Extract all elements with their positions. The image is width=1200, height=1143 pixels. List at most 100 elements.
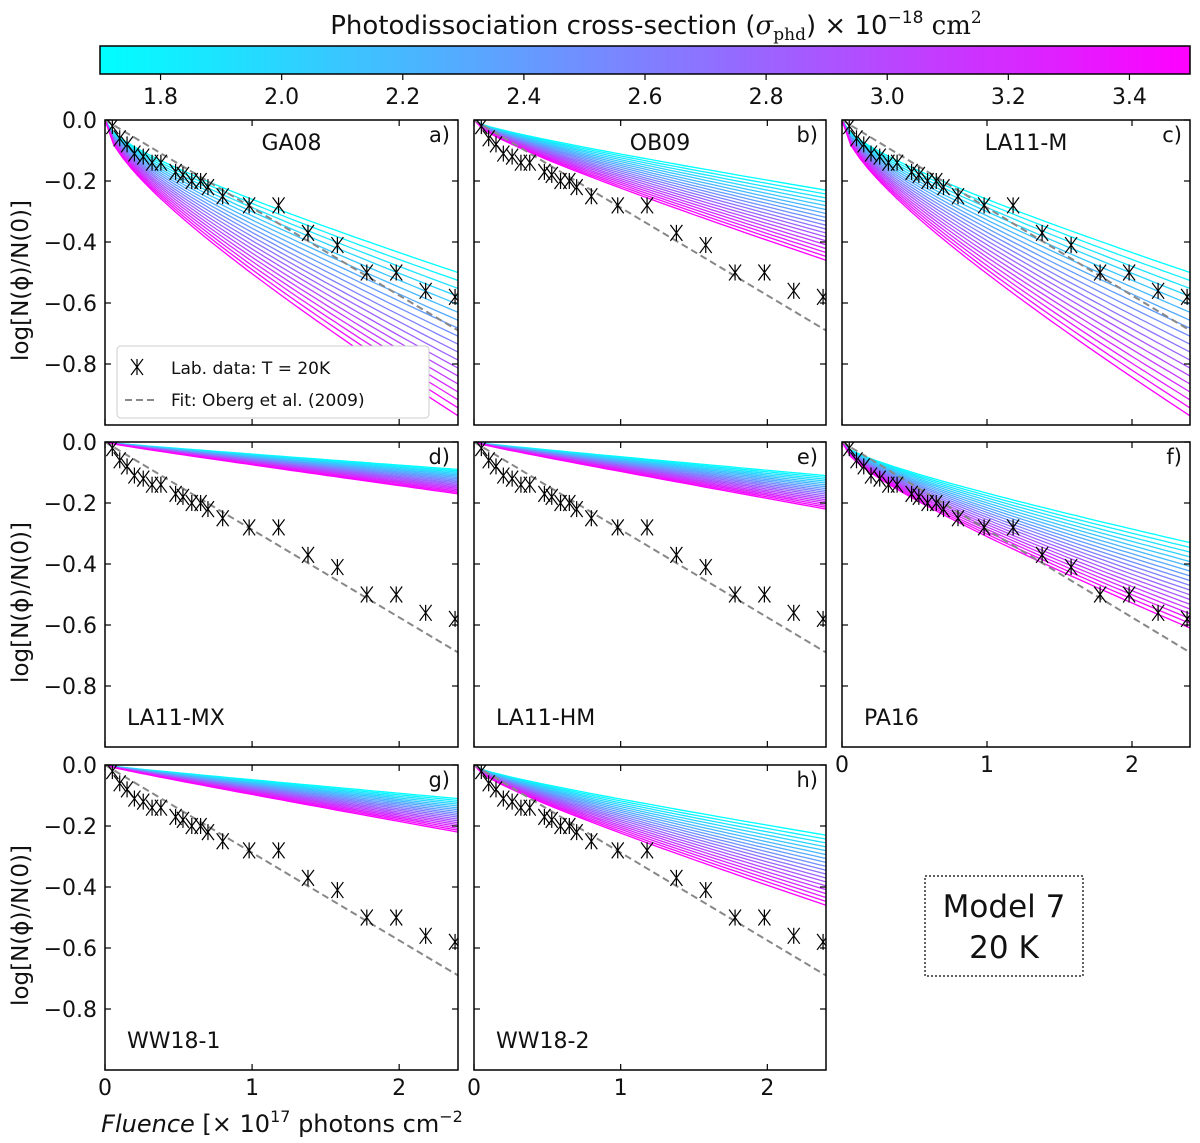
lab-data-point xyxy=(113,129,127,147)
panel-name: WW18-1 xyxy=(127,1029,220,1054)
lab-data-point xyxy=(136,793,150,810)
y-tick-label: −0.8 xyxy=(44,675,97,700)
panel-letter: e) xyxy=(797,445,818,469)
lab-data-point xyxy=(169,808,183,826)
lab-data-point xyxy=(201,500,215,518)
fit-line xyxy=(842,442,1190,654)
y-axis-label: log[N(ϕ)/N(0)] xyxy=(8,845,34,1006)
x-tick-label: 1 xyxy=(245,1076,259,1101)
lab-data-point xyxy=(937,178,950,196)
panel-ga08: 0.0 −0.2 −0.4 −0.6 −0.8 a) GA08 Lab. data: T = … xyxy=(44,109,459,426)
panel-frame xyxy=(841,119,1191,426)
x-tick-label: 2 xyxy=(392,1076,406,1101)
lab-data-point xyxy=(419,282,433,300)
legend-frame xyxy=(116,345,430,419)
legend-data-label: Lab. data: T = 20K xyxy=(171,359,331,379)
model-curve xyxy=(474,120,826,261)
fit-line xyxy=(474,442,826,654)
model-curve xyxy=(474,120,826,211)
colorbar-title-exponent: −18 xyxy=(888,8,924,28)
panel-letter: a) xyxy=(429,123,450,147)
colorbar-tick-label: 2.0 xyxy=(264,85,299,110)
model-curve xyxy=(842,120,1190,321)
colorbar xyxy=(99,45,1191,75)
lab-data-point xyxy=(505,793,519,810)
lab-data-point xyxy=(201,823,215,841)
lab-data-point xyxy=(127,467,141,484)
panel-name: LA11-MX xyxy=(127,706,225,731)
y-tick-label: 0.0 xyxy=(62,431,97,456)
model-curve xyxy=(842,442,1190,629)
x-tick-label: 0 xyxy=(467,1076,481,1101)
panel-plot-area xyxy=(474,120,826,332)
lab-data-point xyxy=(554,172,568,190)
model-curve xyxy=(842,442,1190,587)
colorbar-title-unit-exponent: 2 xyxy=(971,8,982,28)
model-curve xyxy=(474,120,826,234)
lab-data-point xyxy=(496,790,510,807)
lab-data-point xyxy=(611,842,625,859)
panel-plot-area xyxy=(474,442,826,654)
y-tick-label: −0.8 xyxy=(44,998,97,1023)
model-curve xyxy=(105,120,458,369)
model-curve xyxy=(474,120,826,215)
colorbar-tick-label: 2.4 xyxy=(506,85,541,110)
lab-data-point xyxy=(757,909,771,926)
lab-data-point xyxy=(1064,236,1078,254)
model-curve xyxy=(842,120,1190,417)
lab-data-point xyxy=(113,774,127,792)
y-axis-labels: log[N(ϕ)/N(0)] log[N(ϕ)/N(0)] log[N(ϕ)/N(0… xyxy=(8,200,34,1006)
model-curve xyxy=(105,442,458,495)
model-curve xyxy=(105,120,458,306)
model-curve xyxy=(842,442,1190,605)
model-curve xyxy=(842,442,1190,610)
model-curve xyxy=(474,120,826,242)
colorbar-tick-label: 2.6 xyxy=(628,85,663,110)
fit-line xyxy=(105,765,458,977)
lab-data-point xyxy=(699,558,713,576)
lab-data-point xyxy=(523,476,537,494)
colorbar-title-unit: cm xyxy=(923,11,970,41)
colorbar-title-subscript: phd xyxy=(773,25,806,45)
model-curve xyxy=(842,120,1190,393)
x-tick-label: 0 xyxy=(98,1076,112,1101)
lab-data-point xyxy=(584,187,598,205)
x-axis-label-exponent: 17 xyxy=(270,1107,290,1126)
model-curve xyxy=(474,765,826,840)
lab-data-point xyxy=(154,154,168,172)
panel-la11-mx: 0.0 −0.2 −0.4 −0.6 −0.8 d) LA11-MX xyxy=(44,431,459,748)
lab-data-point xyxy=(570,500,584,518)
model-curve xyxy=(842,442,1190,549)
model-box-line1: Model 7 xyxy=(943,889,1066,925)
model-curve xyxy=(474,120,826,203)
panel-la11-hm: e) LA11-HM xyxy=(473,441,827,748)
lab-data-point xyxy=(1035,546,1049,564)
lab-data-point xyxy=(360,264,374,281)
lab-data-point xyxy=(640,842,654,859)
model-curve xyxy=(842,120,1190,353)
lab-data-point xyxy=(105,120,119,135)
y-tick-label: −0.6 xyxy=(44,614,97,639)
panel-letter: b) xyxy=(796,123,818,147)
lab-data-point xyxy=(787,927,801,945)
lab-data-point xyxy=(850,451,863,469)
x-axis-label-italic: Fluence xyxy=(101,1110,195,1138)
x-axis-label-unit-exponent: −2 xyxy=(439,1107,463,1126)
panel-frame xyxy=(104,764,459,1071)
lab-data-point xyxy=(905,163,919,181)
model-curve xyxy=(842,442,1190,558)
model-curve xyxy=(842,120,1190,361)
lab-data-point xyxy=(554,817,568,835)
lab-data-point xyxy=(562,817,576,835)
legend: Lab. data: T = 20K Fit: Oberg et al. (200… xyxy=(116,345,430,419)
model-curve xyxy=(842,120,1190,377)
x-axis-label-unit: photons cm xyxy=(290,1110,439,1138)
lab-data-point xyxy=(169,485,183,503)
y-axis-label: log[N(ϕ)/N(0)] xyxy=(8,522,34,683)
model-curve xyxy=(474,120,826,219)
colorbar-tick-label: 3.4 xyxy=(1112,85,1147,110)
model-curve xyxy=(842,120,1190,313)
model-curve xyxy=(105,120,458,282)
lab-data-point xyxy=(977,197,991,214)
lab-data-point xyxy=(584,832,598,850)
